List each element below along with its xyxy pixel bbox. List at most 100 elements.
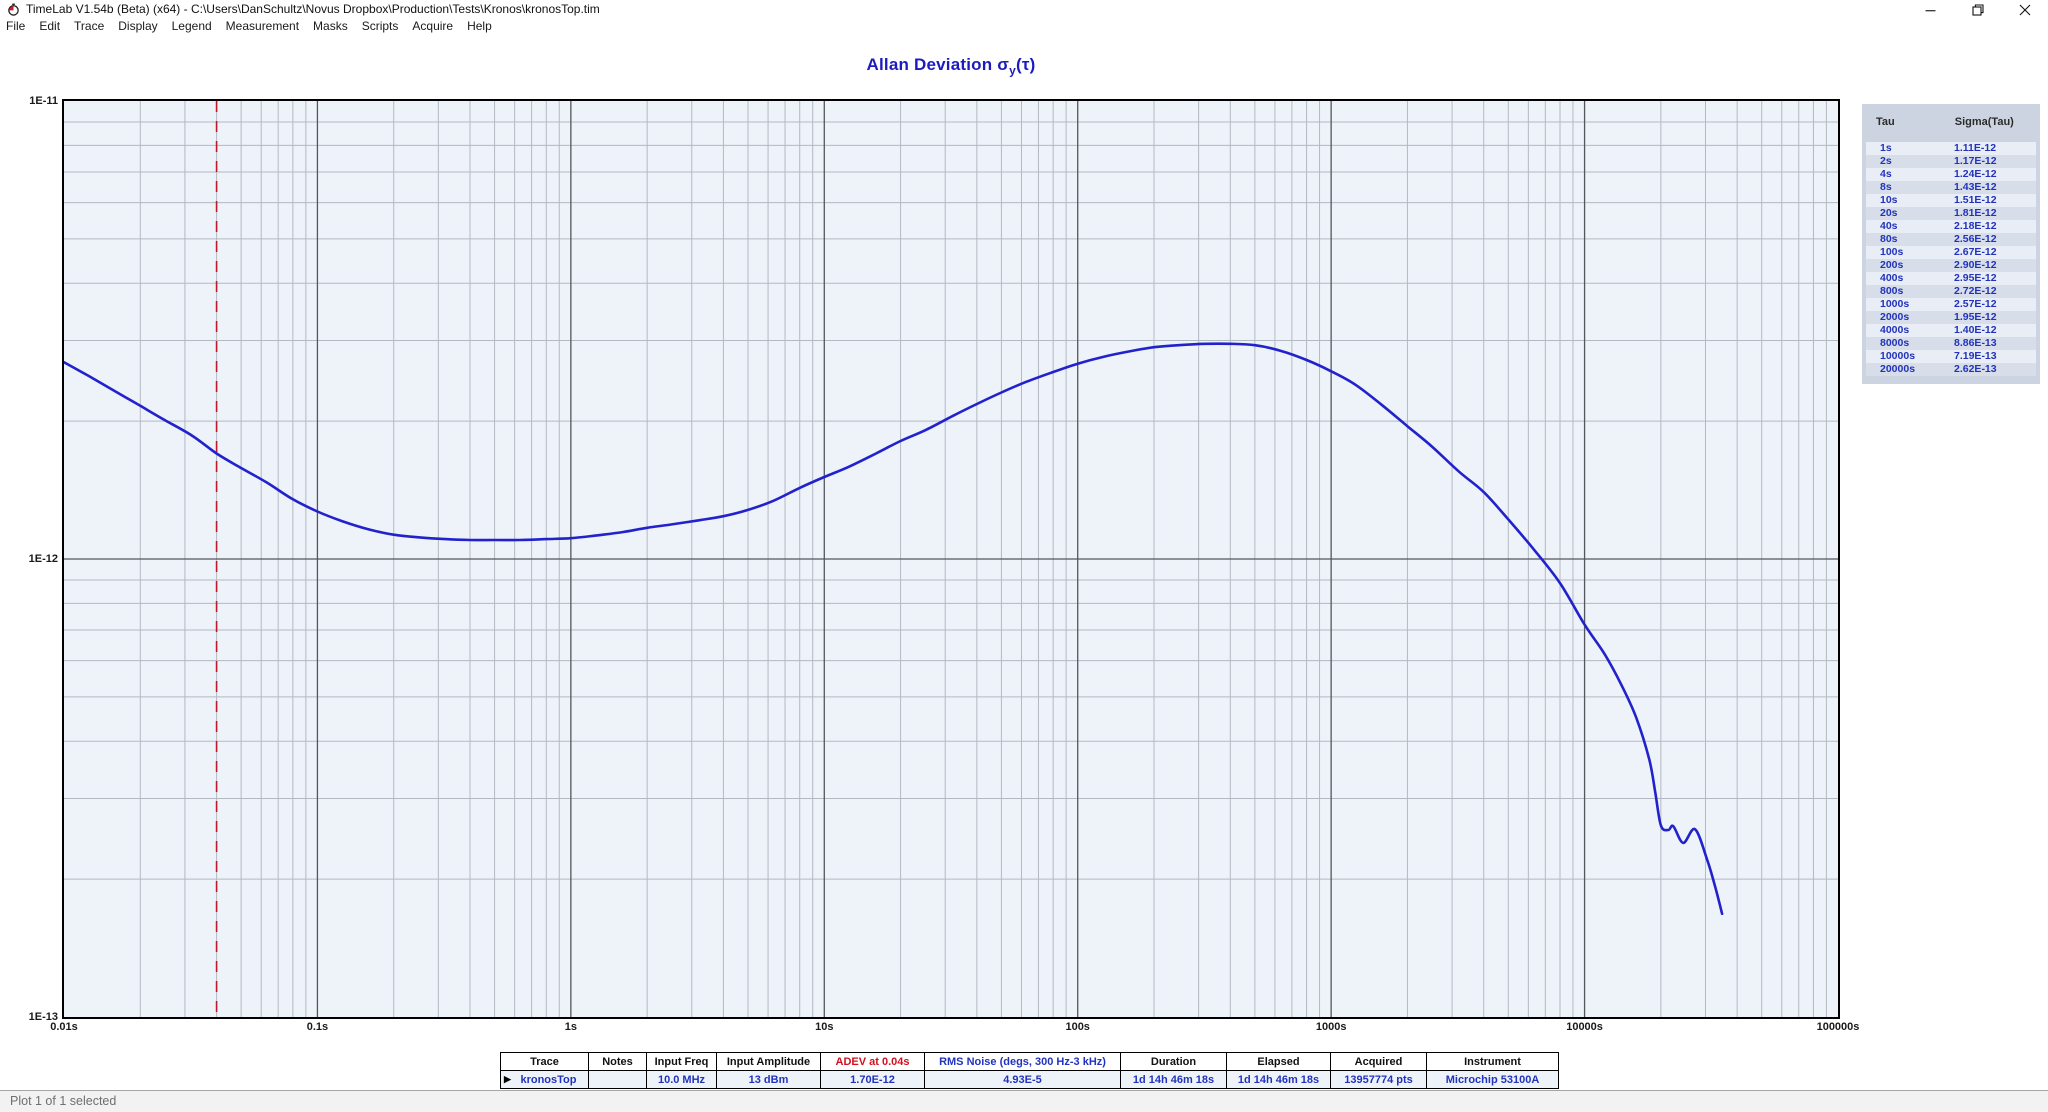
y-axis-label: 1E-12 <box>28 553 58 565</box>
x-axis-label: 1000s <box>1315 1021 1347 1033</box>
sigma-value: 2.90E-12 <box>1954 259 1997 271</box>
sigma-table-row: 200s 2.90E-12 <box>1866 259 2036 272</box>
sigma-value: 2.67E-12 <box>1954 246 1997 258</box>
sigma-table-row: 10s 1.51E-12 <box>1866 194 2036 207</box>
trace-column-header: Input Freq <box>646 1052 717 1071</box>
trace-cell: 13 dBm <box>716 1070 821 1089</box>
sigma-value: 2.57E-12 <box>1954 298 1997 310</box>
trace-table-header-row: Trace Notes Input Freq Input Amplitude ADEV … <box>500 1052 1559 1071</box>
trace-column-header: Duration <box>1120 1052 1227 1071</box>
x-axis-label: 0.01s <box>50 1021 78 1033</box>
sigma-value: 2.18E-12 <box>1954 220 1997 232</box>
trace-cell <box>588 1070 647 1089</box>
sigma-value: 1.81E-12 <box>1954 207 1997 219</box>
trace-column-header: RMS Noise (degs, 300 Hz-3 kHz) <box>924 1052 1121 1071</box>
sigma-value: 1.51E-12 <box>1954 194 1997 206</box>
title-bar[interactable]: TimeLab V1.54b (Beta) (x64) - C:\Users\D… <box>0 0 2048 20</box>
sigma-value: 7.19E-13 <box>1954 350 1997 362</box>
sigma-tau-value: 1000s <box>1880 298 1910 310</box>
sigma-value: 2.56E-12 <box>1954 233 1997 245</box>
sigma-value: 1.40E-12 <box>1954 324 1997 336</box>
trace-cell: 1d 14h 46m 18s <box>1120 1070 1227 1089</box>
menu-item-edit[interactable]: Edit <box>39 19 61 33</box>
trace-cell: 13957774 pts <box>1330 1070 1427 1089</box>
menu-item-trace[interactable]: Trace <box>74 19 105 33</box>
sigma-tau-value: 2s <box>1880 155 1892 167</box>
sigma-header-tau: Tau <box>1876 116 1895 128</box>
sigma-table-row: 10000s 7.19E-13 <box>1866 350 2036 363</box>
sigma-tau-value: 80s <box>1880 233 1898 245</box>
y-axis-label: 1E-11 <box>29 95 58 107</box>
menu-item-legend[interactable]: Legend <box>171 19 212 33</box>
sigma-tau-value: 800s <box>1880 285 1904 297</box>
menu-item-display[interactable]: Display <box>118 19 158 33</box>
sigma-tau-value: 100s <box>1880 246 1904 258</box>
sigma-tau-value: 4s <box>1880 168 1892 180</box>
sigma-header-sigma: Sigma(Tau) <box>1954 116 2014 128</box>
sigma-tau-panel: Tau Sigma(Tau) 1s 1.11E-12 2s 1.17E-12 4s 1.2… <box>1862 104 2040 384</box>
trace-cell: Microchip 53100A <box>1426 1070 1559 1089</box>
sigma-table-row: 100s 2.67E-12 <box>1866 246 2036 259</box>
menu-item-acquire[interactable]: Acquire <box>412 19 454 33</box>
menu-item-scripts[interactable]: Scripts <box>361 19 399 33</box>
sigma-value: 1.24E-12 <box>1954 168 1997 180</box>
sigma-value: 8.86E-13 <box>1954 337 1997 349</box>
sigma-table-row: 20000s 2.62E-13 <box>1866 363 2036 376</box>
sigma-table-rows: 1s 1.11E-12 2s 1.17E-12 4s 1.24E-12 8s 1.43E-12… <box>1862 142 2040 376</box>
sigma-tau-value: 10s <box>1880 194 1898 206</box>
y-axis-label: 1E-13 <box>28 1011 58 1023</box>
x-axis-label: 0.1s <box>306 1021 329 1033</box>
x-axis-label: 10000s <box>1566 1021 1603 1033</box>
trace-column-header: Acquired <box>1330 1052 1427 1071</box>
menu-item-masks[interactable]: Masks <box>313 19 348 33</box>
trace-name: kronosTop <box>520 1073 577 1086</box>
sigma-value: 1.17E-12 <box>1954 155 1997 167</box>
sigma-table-row: 2000s 1.95E-12 <box>1866 311 2036 324</box>
sigma-table-row: 40s 2.18E-12 <box>1866 220 2036 233</box>
trace-cell: ▶ kronosTop <box>500 1070 589 1089</box>
sigma-value: 1.95E-12 <box>1954 311 1997 323</box>
sigma-table-row: 4s 1.24E-12 <box>1866 168 2036 181</box>
window-title: TimeLab V1.54b (Beta) (x64) - C:\Users\D… <box>26 2 600 16</box>
menu-item-measurement[interactable]: Measurement <box>225 19 300 33</box>
sigma-table-row: 20s 1.81E-12 <box>1866 207 2036 220</box>
minimize-button[interactable] <box>1907 0 1954 20</box>
close-button[interactable] <box>2001 0 2048 20</box>
sigma-value: 2.72E-12 <box>1954 285 1997 297</box>
x-axis-label: 100000s <box>1816 1021 1860 1033</box>
trace-cell: 4.93E-5 <box>924 1070 1121 1089</box>
allan-deviation-curve <box>62 342 1724 916</box>
restore-button[interactable] <box>1954 0 2001 20</box>
close-icon <box>2019 4 2030 16</box>
trace-table-data-row[interactable]: ▶ kronosTop 10.0 MHz 13 dBm 1.70E-12 4.93E-5 1… <box>500 1070 1559 1089</box>
sigma-tau-value: 20000s <box>1880 363 1916 375</box>
plot-frame <box>62 99 1840 1019</box>
menu-bar: File Edit Trace Display Legend Measurement Mas… <box>0 18 2048 34</box>
sigma-tau-value: 200s <box>1880 259 1904 271</box>
sigma-table-row: 2s 1.17E-12 <box>1866 155 2036 168</box>
selected-trace-marker-icon: ▶ <box>504 1073 511 1084</box>
sigma-tau-value: 8000s <box>1880 337 1910 349</box>
menu-item-file[interactable]: File <box>6 19 26 33</box>
sigma-table-row: 400s 2.95E-12 <box>1866 272 2036 285</box>
sigma-table-row: 8000s 8.86E-13 <box>1866 337 2036 350</box>
sigma-table-row: 800s 2.72E-12 <box>1866 285 2036 298</box>
sigma-table-row: 80s 2.56E-12 <box>1866 233 2036 246</box>
restore-icon <box>1971 4 1984 16</box>
sigma-table-header: Tau Sigma(Tau) <box>1862 113 2040 142</box>
app-icon <box>8 3 19 16</box>
sigma-tau-value: 400s <box>1880 272 1904 284</box>
sigma-value: 2.95E-12 <box>1954 272 1997 284</box>
x-axis-label: 100s <box>1065 1021 1090 1033</box>
trace-column-header: Notes <box>588 1052 647 1071</box>
trace-column-header: Trace <box>500 1052 589 1071</box>
sigma-tau-value: 40s <box>1880 220 1898 232</box>
menu-item-help[interactable]: Help <box>467 19 492 33</box>
sigma-table-row: 1000s 2.57E-12 <box>1866 298 2036 311</box>
sigma-table-row: 1s 1.11E-12 <box>1866 142 2036 155</box>
sigma-tau-value: 8s <box>1880 181 1892 193</box>
status-bar: Plot 1 of 1 selected <box>0 1090 2048 1112</box>
minimize-icon <box>1925 9 1936 11</box>
